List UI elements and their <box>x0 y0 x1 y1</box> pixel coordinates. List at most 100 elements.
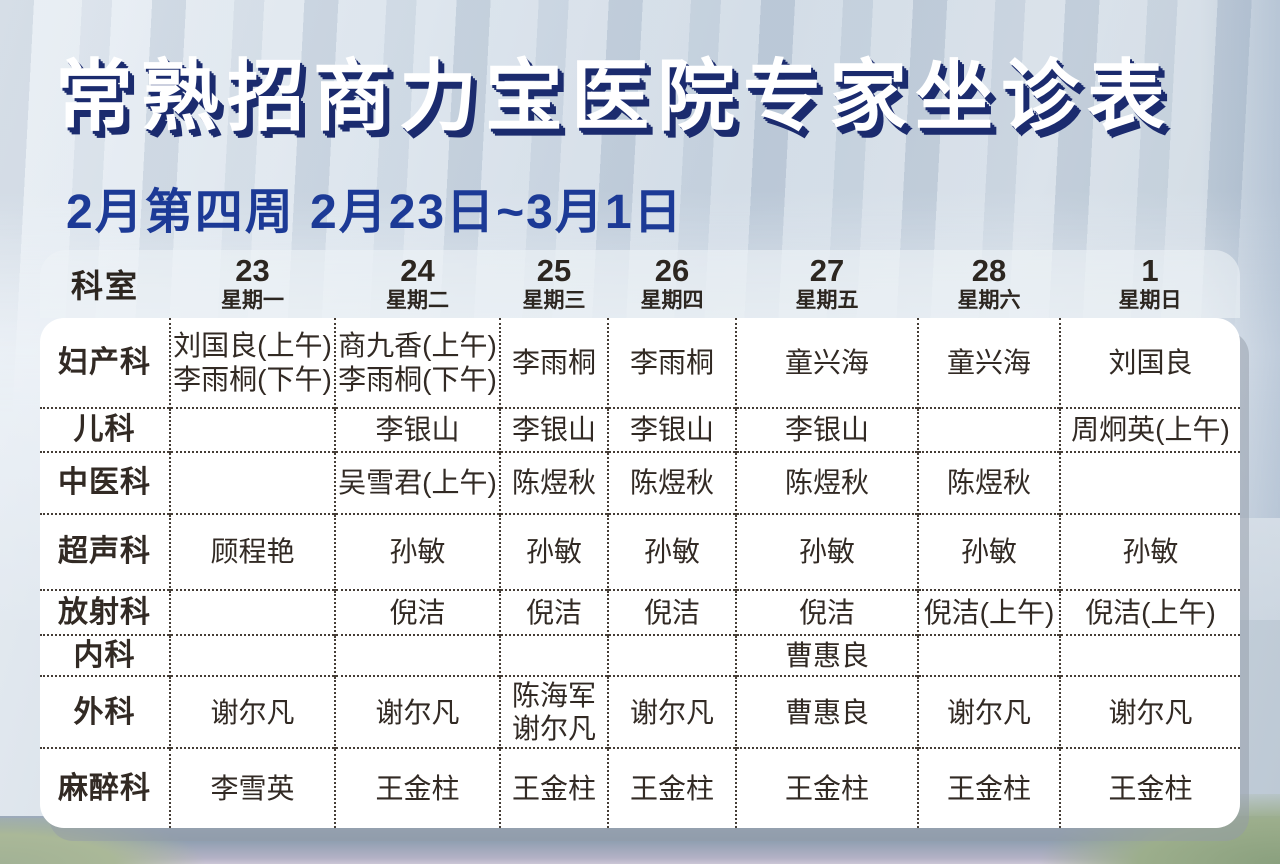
doctor-name: 李雨桐(下午) <box>173 363 332 395</box>
table-row: 超声科 顾程艳 孙敏 孙敏 孙敏 孙敏 孙敏 孙敏 <box>40 513 1240 590</box>
dept-cell: 麻醉科 <box>40 747 170 829</box>
day-header-cell: 24 星期二 <box>335 250 500 318</box>
doctor-name: 谢尔凡 <box>210 696 295 728</box>
schedule-cell <box>917 407 1060 452</box>
schedule-cell: 王金柱 <box>735 747 918 829</box>
doctor-name: 刘国良(上午) <box>173 330 332 362</box>
dept-cell: 放射科 <box>40 589 170 635</box>
doctor-name: 倪洁 <box>525 596 582 628</box>
doctor-name: 王金柱 <box>375 773 460 805</box>
schedule-panel: 科室 23 星期一 24 星期二 25 星期三 26 星期四 27 星期五 28 星期六 1 星期日 妇产… <box>40 250 1240 829</box>
schedule-header-strip: 科室 23 星期一 24 星期二 25 星期三 26 星期四 27 星期五 28 星期六 1 星期日 <box>40 250 1240 318</box>
weekday-label: 星期日 <box>1118 288 1182 312</box>
doctor-name: 李银山 <box>629 414 714 446</box>
schedule-cell: 曹惠良 <box>735 633 918 677</box>
doctor-name: 孙敏 <box>643 536 700 568</box>
dept-cell: 超声科 <box>40 513 170 590</box>
schedule-cell <box>607 633 736 677</box>
doctor-name: 王金柱 <box>946 773 1031 805</box>
table-row: 内科 曹惠良 <box>40 633 1240 677</box>
doctor-name: 倪洁 <box>389 596 446 628</box>
doctor-name: 陈煜秋 <box>784 467 869 499</box>
dept-header-cell: 科室 <box>70 268 139 304</box>
day-header-cell: 28 星期六 <box>918 250 1060 318</box>
doctor-name: 商九香(上午) <box>338 330 497 362</box>
day-header-cell: 23 星期一 <box>170 250 335 318</box>
schedule-cell: 陈煜秋 <box>735 451 918 514</box>
table-row: 麻醉科 李雪英 王金柱 王金柱 王金柱 王金柱 王金柱 王金柱 <box>40 747 1240 829</box>
schedule-cell <box>334 633 500 677</box>
weekday-label: 星期三 <box>522 288 586 312</box>
doctor-name: 童兴海 <box>784 346 869 378</box>
schedule-cell <box>499 633 608 677</box>
doctor-name: 倪洁(上午) <box>1085 596 1216 628</box>
dept-cell: 妇产科 <box>58 345 151 379</box>
header-row: 科室 23 星期一 24 星期二 25 星期三 26 星期四 27 星期五 28 星期六 1 星期日 <box>40 250 1240 318</box>
schedule-cell: 曹惠良 <box>735 675 918 749</box>
schedule-cell: 倪洁 <box>607 589 736 635</box>
schedule-cell: 孙敏 <box>917 513 1060 590</box>
schedule-cell: 谢尔凡 <box>917 675 1060 749</box>
schedule-cell: 刘国良 <box>1059 318 1240 408</box>
table-row: 放射科 倪洁 倪洁 倪洁 倪洁 倪洁(上午) 倪洁(上午) <box>40 589 1240 635</box>
schedule-cell: 刘国良(上午) 李雨桐(下午) <box>169 318 335 408</box>
date-number: 1 <box>1141 253 1159 289</box>
doctor-name: 李银山 <box>511 414 596 446</box>
schedule-cell <box>169 407 335 452</box>
doctor-name: 刘国良 <box>1108 346 1193 378</box>
doctor-name: 孙敏 <box>389 536 446 568</box>
schedule-cell: 孙敏 <box>499 513 608 590</box>
schedule-cell: 李雨桐 <box>607 318 736 408</box>
doctor-name: 陈煜秋 <box>946 467 1031 499</box>
schedule-cell: 孙敏 <box>1059 513 1240 590</box>
doctor-name: 周炯英(上午) <box>1071 414 1230 446</box>
schedule-cell <box>169 451 335 514</box>
date-number: 24 <box>400 253 435 289</box>
schedule-cell: 王金柱 <box>607 747 736 829</box>
day-header-cell: 1 星期日 <box>1060 250 1240 318</box>
doctor-name: 李雨桐(下午) <box>338 363 497 395</box>
schedule-cell: 王金柱 <box>917 747 1060 829</box>
schedule-cell: 顾程艳 <box>169 513 335 590</box>
doctor-name: 谢尔凡 <box>946 696 1031 728</box>
schedule-cell: 谢尔凡 <box>334 675 500 749</box>
schedule-cell: 王金柱 <box>499 747 608 829</box>
schedule-cell: 陈煜秋 <box>607 451 736 514</box>
table-row: 妇产科 刘国良(上午) 李雨桐(下午) 商九香(上午) 李雨桐(下午) 李雨桐 李雨桐 童兴海… <box>40 318 1240 408</box>
schedule-cell: 李雨桐 <box>499 318 608 408</box>
date-number: 28 <box>971 253 1007 289</box>
schedule-cell: 李银山 <box>607 407 736 452</box>
doctor-name: 李银山 <box>375 414 460 446</box>
schedule-cell: 倪洁 <box>735 589 918 635</box>
schedule-cell: 谢尔凡 <box>607 675 736 749</box>
date-number: 25 <box>536 253 572 289</box>
doctor-name: 曹惠良 <box>784 640 869 672</box>
doctor-name: 李雪英 <box>210 773 295 805</box>
doctor-name: 王金柱 <box>511 773 596 805</box>
schedule-cell: 倪洁 <box>334 589 500 635</box>
page-title: 常熟招商力宝医院专家坐诊表 <box>55 52 1174 140</box>
date-number: 26 <box>654 253 690 289</box>
schedule-cell: 周炯英(上午) <box>1059 407 1240 452</box>
doctor-name: 陈煜秋 <box>629 467 714 499</box>
doctor-name: 陈海军 <box>511 680 596 712</box>
doctor-name: 吴雪君(上午) <box>338 467 497 499</box>
schedule-card: 妇产科 刘国良(上午) 李雨桐(下午) 商九香(上午) 李雨桐(下午) 李雨桐 李雨桐 童兴海… <box>40 318 1240 829</box>
doctor-name: 王金柱 <box>629 773 714 805</box>
doctor-name: 王金柱 <box>784 773 869 805</box>
schedule-cell: 童兴海 <box>917 318 1060 408</box>
doctor-name: 陈煜秋 <box>511 467 596 499</box>
dept-cell: 儿科 <box>40 407 170 452</box>
schedule-cell <box>169 589 335 635</box>
schedule-cell: 孙敏 <box>735 513 918 590</box>
schedule-table: 妇产科 刘国良(上午) 李雨桐(下午) 商九香(上午) 李雨桐(下午) 李雨桐 李雨桐 童兴海… <box>40 318 1240 829</box>
day-header-cell: 27 星期五 <box>736 250 918 318</box>
date-number: 27 <box>809 253 845 289</box>
weekday-label: 星期一 <box>221 288 284 312</box>
doctor-name: 谢尔凡 <box>1108 696 1193 728</box>
doctor-name: 孙敏 <box>525 536 582 568</box>
date-number: 23 <box>235 253 270 289</box>
schedule-cell <box>1059 633 1240 677</box>
schedule-cell: 李银山 <box>499 407 608 452</box>
schedule-cell: 谢尔凡 <box>169 675 335 749</box>
